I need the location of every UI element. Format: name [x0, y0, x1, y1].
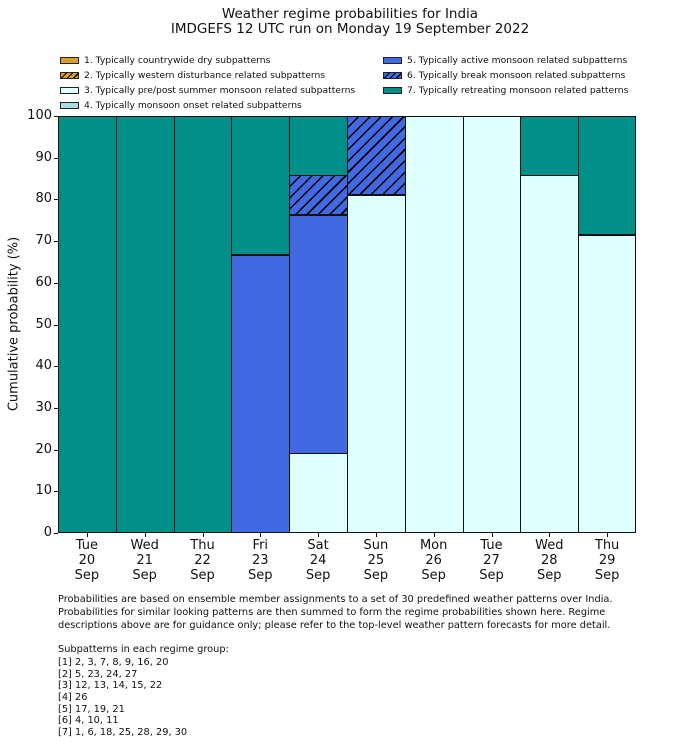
subpattern-line: [7] 1, 6, 18, 25, 28, 29, 30 — [58, 727, 188, 739]
legend-label: 5. Typically active monsoon related subp… — [407, 55, 628, 66]
x-tick-label: Sun 25 Sep — [363, 538, 389, 583]
subpattern-line: [5] 17, 19, 21 — [58, 703, 125, 715]
x-tick-mark — [202, 533, 204, 537]
legend-item: 4. Typically monsoon onset related subpa… — [60, 100, 302, 111]
y-tick-mark — [54, 407, 58, 409]
legend-swatch-icon — [383, 87, 402, 94]
y-tick-mark — [54, 366, 58, 368]
x-tick-mark — [86, 533, 88, 537]
chart-subtitle: IMDGEFS 12 UTC run on Monday 19 Septembe… — [170, 21, 530, 37]
subpattern-line: [1] 2, 3, 7, 8, 9, 16, 20 — [58, 657, 169, 668]
legend-item: 2. Typically western disturbance related… — [60, 70, 325, 81]
footer-line: Probabilities are based on ensemble memb… — [58, 594, 613, 605]
legend-swatch-icon — [60, 102, 79, 109]
x-tick-mark — [318, 533, 320, 537]
legend-item: 6. Typically break monsoon related subpa… — [383, 70, 625, 81]
y-tick-label: 10 — [35, 483, 52, 499]
y-tick-label: 40 — [35, 358, 52, 374]
subpattern-line: [3] 12, 13, 14, 15, 22 — [58, 680, 163, 692]
y-tick-mark — [54, 241, 58, 243]
chart-title: Weather regime probabilities for India — [221, 6, 479, 22]
x-tick-mark — [491, 533, 493, 537]
legend-swatch-icon — [383, 72, 402, 79]
subpattern-line: [4] 26 — [58, 692, 88, 704]
x-tick-label: Wed 28 Sep — [535, 538, 564, 583]
footer-line: descriptions above are for guidance only… — [58, 620, 611, 631]
y-tick-mark — [54, 157, 58, 159]
footer-description: Probabilities are based on ensemble memb… — [58, 593, 678, 632]
bar-segment — [462, 115, 522, 533]
x-tick-label: Mon 26 Sep — [419, 538, 448, 583]
x-tick-mark — [607, 533, 609, 537]
subpatterns-title: Subpatterns in each regime group: — [58, 644, 229, 655]
y-tick-label: 30 — [35, 399, 52, 415]
x-tick-mark — [433, 533, 435, 537]
bar-segment — [289, 115, 348, 176]
bar-segment — [289, 214, 348, 454]
bar-segment — [404, 115, 464, 533]
bar-segment — [58, 115, 117, 533]
bar-segment — [520, 175, 580, 533]
y-tick-mark — [54, 449, 58, 451]
subpatterns-block: Subpatterns in each regime group: [1] 2,… — [58, 644, 458, 739]
x-tick-mark — [260, 533, 262, 537]
bar-segment — [289, 175, 348, 216]
legend-item: 3. Typically pre/post summer monsoon rel… — [60, 85, 355, 96]
bar-segment — [347, 194, 406, 533]
y-tick-mark — [54, 116, 58, 117]
subpattern-line: [6] 4, 10, 11 — [58, 715, 119, 727]
x-tick-label: Wed 21 Sep — [130, 538, 159, 583]
x-tick-mark — [549, 533, 551, 537]
x-tick-mark — [375, 533, 377, 537]
legend-swatch-icon — [60, 87, 79, 94]
bar-segment — [520, 115, 580, 176]
legend-item: 7. Typically retreating monsoon related … — [383, 85, 628, 96]
legend-label: 3. Typically pre/post summer monsoon rel… — [84, 85, 356, 96]
x-tick-label: Fri 23 Sep — [248, 538, 273, 583]
y-tick-mark — [54, 282, 58, 284]
plot-area — [58, 115, 636, 533]
bar-segment — [173, 115, 233, 533]
bar-segment — [115, 115, 175, 533]
bar-segment — [347, 115, 406, 196]
bar-segment — [231, 254, 291, 533]
subpattern-line: [2] 5, 23, 24, 27 — [58, 668, 138, 680]
y-tick-label: 20 — [35, 441, 52, 457]
footer-line: Probabilities for similar looking patter… — [58, 607, 606, 618]
legend-item: 5. Typically active monsoon related subp… — [383, 55, 627, 66]
bar-segment — [578, 234, 636, 533]
y-tick-label: 80 — [35, 191, 52, 207]
legend-swatch-icon — [383, 57, 402, 64]
y-tick-label: 0 — [43, 525, 52, 540]
y-tick-mark — [54, 324, 58, 326]
legend-label: 2. Typically western disturbance related… — [84, 70, 326, 81]
legend-item: 1. Typically countrywide dry subpatterns — [60, 55, 270, 66]
y-tick-mark — [54, 491, 58, 493]
legend-label: 1. Typically countrywide dry subpatterns — [84, 55, 271, 66]
y-tick-label: 100 — [27, 108, 52, 123]
y-tick-mark — [54, 199, 58, 201]
x-tick-label: Sat 24 Sep — [305, 538, 331, 583]
x-tick-mark — [144, 533, 146, 537]
x-tick-label: Tue 20 Sep — [74, 538, 100, 583]
legend-swatch-icon — [60, 72, 79, 79]
legend-swatch-icon — [60, 57, 79, 64]
x-tick-label: Thu 22 Sep — [190, 538, 215, 583]
y-tick-mark — [54, 533, 58, 534]
legend-label: 6. Typically break monsoon related subpa… — [407, 70, 626, 81]
bar-segment — [231, 115, 291, 255]
legend-label: 7. Typically retreating monsoon related … — [407, 85, 629, 96]
y-tick-label: 50 — [35, 316, 52, 332]
bar-segment — [578, 115, 636, 236]
y-tick-label: 70 — [35, 233, 52, 249]
x-tick-label: Tue 27 Sep — [479, 538, 504, 583]
legend-label: 4. Typically monsoon onset related subpa… — [84, 100, 302, 111]
y-tick-label: 60 — [35, 274, 52, 290]
x-tick-label: Thu 29 Sep — [594, 538, 620, 583]
y-tick-label: 90 — [35, 149, 52, 165]
bar-segment — [289, 453, 348, 533]
